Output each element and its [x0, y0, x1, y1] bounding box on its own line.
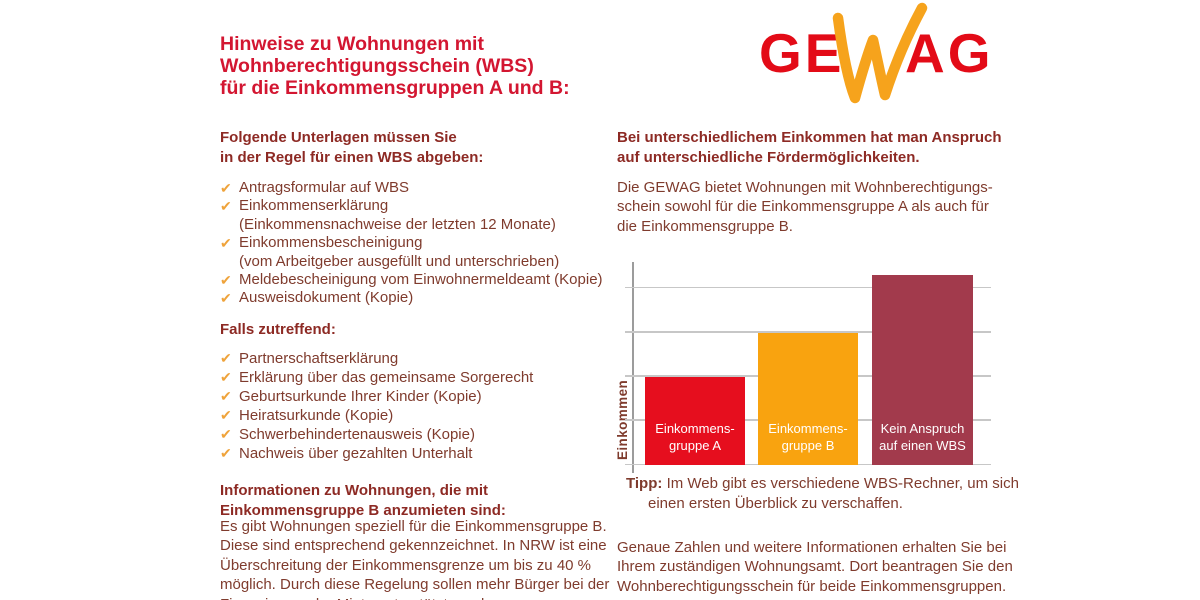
- check-icon: ✔: [220, 369, 232, 385]
- tip-text: Im Web gibt es verschiedene WBS-Rechner,…: [648, 475, 1019, 512]
- checklist-item-label: Erklärung über das gemeinsame Sorgerecht: [239, 369, 534, 386]
- checklist-item-label: Meldebescheinigung vom Einwohnermeldeamt…: [239, 271, 603, 289]
- checklist-item: ✔ Einkommensbescheinigung (vom Arbeitgebe…: [220, 234, 630, 271]
- check-icon: ✔: [220, 180, 232, 196]
- page-title: Hinweise zu Wohnungen mit Wohnberechtigu…: [220, 33, 570, 99]
- chart-bar-1: Einkommens- gruppe A: [645, 376, 745, 465]
- check-icon: ✔: [220, 426, 232, 442]
- check-icon: ✔: [220, 235, 232, 252]
- checklist-item-label: Heiratsurkunde (Kopie): [239, 407, 394, 424]
- checklist-item: ✔ Schwerbehindertenausweis (Kopie): [220, 425, 630, 444]
- checklist-item: ✔ Partnerschaftserklärung: [220, 349, 630, 368]
- check-icon: ✔: [220, 407, 232, 423]
- paragraph-outro: Genaue Zahlen und weitere Informationen …: [617, 539, 1013, 595]
- checklist-item: ✔ Nachweis über gezahlten Unterhalt: [220, 444, 630, 463]
- chart-bar-2: Einkommens- gruppe B: [758, 332, 858, 465]
- checklist-item-label: Nachweis über gezahlten Unterhalt: [239, 445, 473, 462]
- checklist-item-label: Antragsformular auf WBS: [239, 179, 410, 196]
- checklist-item-label: Ausweisdokument (Kopie): [239, 289, 414, 307]
- checklist-item-label: Einkommensbescheinigung (vom Arbeitgeber…: [239, 234, 560, 270]
- tip-note: Tipp: Im Web gibt es verschiedene WBS-Re…: [626, 474, 1030, 513]
- chart-bar-label: Einkommens- gruppe A: [655, 421, 735, 453]
- subhead-if-applicable: Falls zutreffend:: [220, 321, 336, 338]
- checklist-item: ✔ Antragsformular auf WBS: [220, 179, 630, 197]
- subhead-info-group-b: Informationen zu Wohnungen, die mit Eink…: [220, 482, 506, 519]
- check-icon: ✔: [220, 272, 232, 289]
- checklist-required-documents: ✔ Antragsformular auf WBS ✔ Einkommenserklä…: [220, 179, 630, 308]
- paragraph-intro: Die GEWAG bietet Wohnungen mit Wohnberec…: [617, 179, 993, 235]
- checklist-item: ✔ Einkommenserklärung (Einkommensnachweis…: [220, 197, 630, 234]
- check-icon: ✔: [220, 290, 232, 307]
- income-bar-chart: Einkommens- gruppe A Einkommens- gruppe B…: [625, 262, 991, 473]
- checklist-item: ✔ Geburtsurkunde Ihrer Kinder (Kopie): [220, 387, 630, 406]
- checklist-item-label: Partnerschaftserklärung: [239, 350, 399, 367]
- checklist-item-label: Einkommenserklärung (Einkommensnachweise…: [239, 197, 556, 233]
- logo-text-ge: GE: [759, 22, 845, 84]
- checklist-item-label: Schwerbehindertenausweis (Kopie): [239, 426, 475, 443]
- chart-bar-3: Kein Anspruch auf einen WBS: [872, 275, 973, 465]
- checklist-item: ✔ Heiratsurkunde (Kopie): [220, 406, 630, 425]
- check-icon: ✔: [220, 350, 232, 366]
- tip-label: Tipp:: [626, 475, 663, 492]
- check-icon: ✔: [220, 198, 232, 215]
- checklist-item-label: Geburtsurkunde Ihrer Kinder (Kopie): [239, 388, 482, 405]
- chart-gridline: [625, 286, 991, 289]
- checklist-item: ✔ Meldebescheinigung vom Einwohnermeldeam…: [220, 271, 630, 289]
- logo-text-ag: AG: [905, 22, 994, 84]
- chart-gridline: [625, 331, 991, 333]
- check-icon: ✔: [220, 445, 232, 461]
- checklist-item: ✔ Ausweisdokument (Kopie): [220, 289, 630, 307]
- check-icon: ✔: [220, 388, 232, 404]
- checklist-item: ✔ Erklärung über das gemeinsame Sorgerech…: [220, 368, 630, 387]
- subhead-income-claims: Bei unterschiedlichem Einkommen hat man …: [617, 129, 1002, 166]
- chart-y-axis-line: [632, 262, 634, 473]
- subhead-required-documents: Folgende Unterlagen müssen Sie in der Re…: [220, 129, 484, 166]
- logo-swoosh-w-icon: [832, 2, 928, 104]
- paragraph-info-group-b: Es gibt Wohnungen speziell für die Einko…: [220, 518, 610, 600]
- checklist-if-applicable: ✔ Partnerschaftserklärung ✔ Erklärung über …: [220, 349, 630, 463]
- chart-bar-label: Kein Anspruch auf einen WBS: [879, 421, 966, 453]
- chart-bar-label: Einkommens- gruppe B: [768, 421, 848, 453]
